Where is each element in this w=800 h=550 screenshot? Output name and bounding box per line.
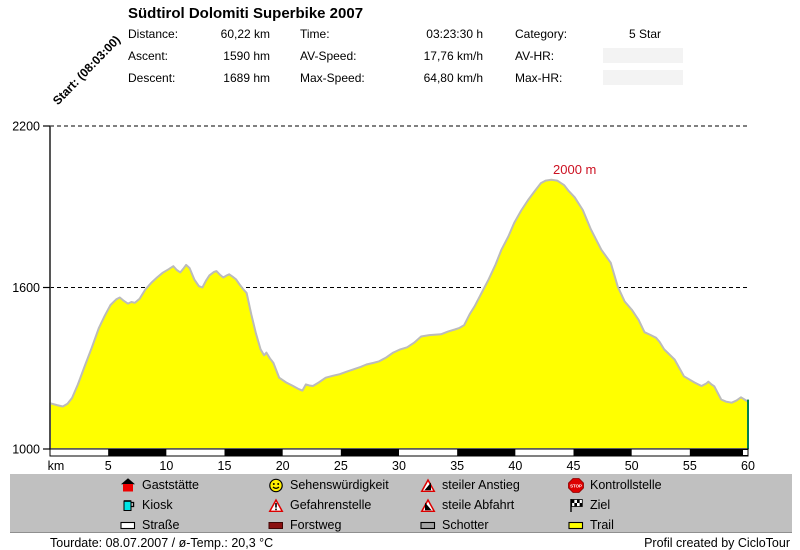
legend-item-steiler-anstieg: steiler Anstieg <box>420 477 520 493</box>
scale-bar-segment <box>340 449 399 456</box>
y-tick-label: 1000 <box>12 443 40 457</box>
sight-icon <box>269 478 283 492</box>
legend-label: Kiosk <box>142 497 173 512</box>
legend-label: Sehenswürdigkeit <box>290 477 389 492</box>
x-tick-label: 50 <box>625 459 639 473</box>
svg-text:STOP: STOP <box>570 483 582 488</box>
inn-icon <box>121 477 135 491</box>
legend-label: Gefahrenstelle <box>290 497 372 512</box>
x-tick-label: 15 <box>218 459 232 473</box>
legend-item-schotter: Schotter <box>420 517 489 533</box>
x-tick-label: 40 <box>508 459 522 473</box>
legend-item-gaststaette: Gaststätte <box>120 477 199 493</box>
scale-bar-end-cap <box>743 450 748 455</box>
tourdate-temp-text: Tourdate: 08.07.2007 / ø-Temp.: 20,3 °C <box>50 536 274 550</box>
ascent-label: Ascent: <box>128 49 169 63</box>
av-hr-value-box <box>603 48 683 63</box>
page-title: Südtirol Dolomiti Superbike 2007 <box>128 5 364 22</box>
forest-road-icon <box>268 521 283 529</box>
y-tick-label: 1600 <box>12 281 40 295</box>
created-by-text: Profil created by CicloTour <box>644 536 790 550</box>
x-unit-label: km <box>48 459 65 473</box>
distance-scale-bar <box>49 448 749 457</box>
scale-bar-segment <box>108 449 167 456</box>
x-tick-label: 35 <box>450 459 464 473</box>
max-hr-value-box <box>603 70 683 85</box>
scale-bar-segment <box>224 449 283 456</box>
legend-label: Trail <box>590 517 614 532</box>
legend-label: Kontrollstelle <box>590 477 662 492</box>
legend-item-sehenswuerdigkeit: Sehenswürdigkeit <box>268 477 389 493</box>
legend-item-kontrollstelle: STOP Kontrollstelle <box>568 477 662 493</box>
time-label: Time: <box>300 27 330 41</box>
descent-value: 1689 hm <box>223 71 270 85</box>
gravel-icon <box>420 521 436 529</box>
legend-item-trail: Trail <box>568 517 614 533</box>
kiosk-icon <box>123 499 135 511</box>
legend-item-gefahrenstelle: Gefahrenstelle <box>268 497 371 513</box>
max-hr-label: Max-HR: <box>515 71 563 85</box>
legend-item-strasse: Straße <box>120 517 180 533</box>
steep-descent-icon <box>420 498 436 512</box>
finish-flag-icon <box>570 498 583 512</box>
danger-icon <box>268 498 284 512</box>
descent-label: Descent: <box>128 71 176 85</box>
legend-item-kiosk: Kiosk <box>120 497 173 513</box>
legend-label: Schotter <box>442 517 489 532</box>
x-tick-label: 20 <box>276 459 290 473</box>
time-value: 03:23:30 h <box>426 27 483 41</box>
legend-label: Ziel <box>590 497 611 512</box>
distance-label: Distance: <box>128 27 179 41</box>
legend-label: Straße <box>142 517 180 532</box>
legend-item-steile-abfahrt: steile Abfahrt <box>420 497 514 513</box>
x-axis-labels: km 5 10 15 20 25 30 35 40 45 50 55 60 <box>48 459 755 473</box>
max-speed-value: 64,80 km/h <box>423 71 483 85</box>
road-icon <box>120 521 136 529</box>
y-axis: 1000 1600 2200 <box>12 120 51 457</box>
x-tick-label: 55 <box>683 459 697 473</box>
scale-bar-segment <box>457 449 516 456</box>
category-value: 5 Star <box>628 27 661 41</box>
scale-bar-segment <box>689 449 748 456</box>
legend-label: steiler Anstieg <box>442 477 520 492</box>
legend-label: Gaststätte <box>142 477 199 492</box>
x-tick-label: 5 <box>105 459 112 473</box>
steep-climb-icon <box>420 478 436 492</box>
av-speed-value: 17,76 km/h <box>423 49 483 63</box>
peak-elevation-label: 2000 m <box>553 162 596 177</box>
legend-label: Forstweg <box>290 517 342 532</box>
av-hr-label: AV-HR: <box>515 49 555 63</box>
legend-band: Gaststätte Sehenswürdigkeit steiler Anst… <box>10 474 792 533</box>
av-speed-label: AV-Speed: <box>300 49 357 63</box>
x-tick-label: 30 <box>392 459 406 473</box>
x-tick-label: 45 <box>567 459 581 473</box>
y-tick-label: 2200 <box>12 120 40 134</box>
x-tick-label: 25 <box>334 459 348 473</box>
legend-item-forstweg: Forstweg <box>268 517 341 533</box>
category-label: Category: <box>515 27 568 41</box>
scale-bar-segment <box>573 449 632 456</box>
legend-item-ziel: Ziel <box>568 497 610 513</box>
x-tick-label: 60 <box>741 459 755 473</box>
max-speed-label: Max-Speed: <box>300 71 365 85</box>
gridlines <box>50 125 748 288</box>
ascent-value: 1590 hm <box>223 49 270 63</box>
distance-value: 60,22 km <box>220 27 270 41</box>
trail-icon <box>568 521 584 529</box>
x-tick-label: 10 <box>159 459 173 473</box>
legend-label: steile Abfahrt <box>442 497 515 512</box>
elevation-area <box>49 178 749 450</box>
checkpoint-icon: STOP <box>568 477 584 493</box>
